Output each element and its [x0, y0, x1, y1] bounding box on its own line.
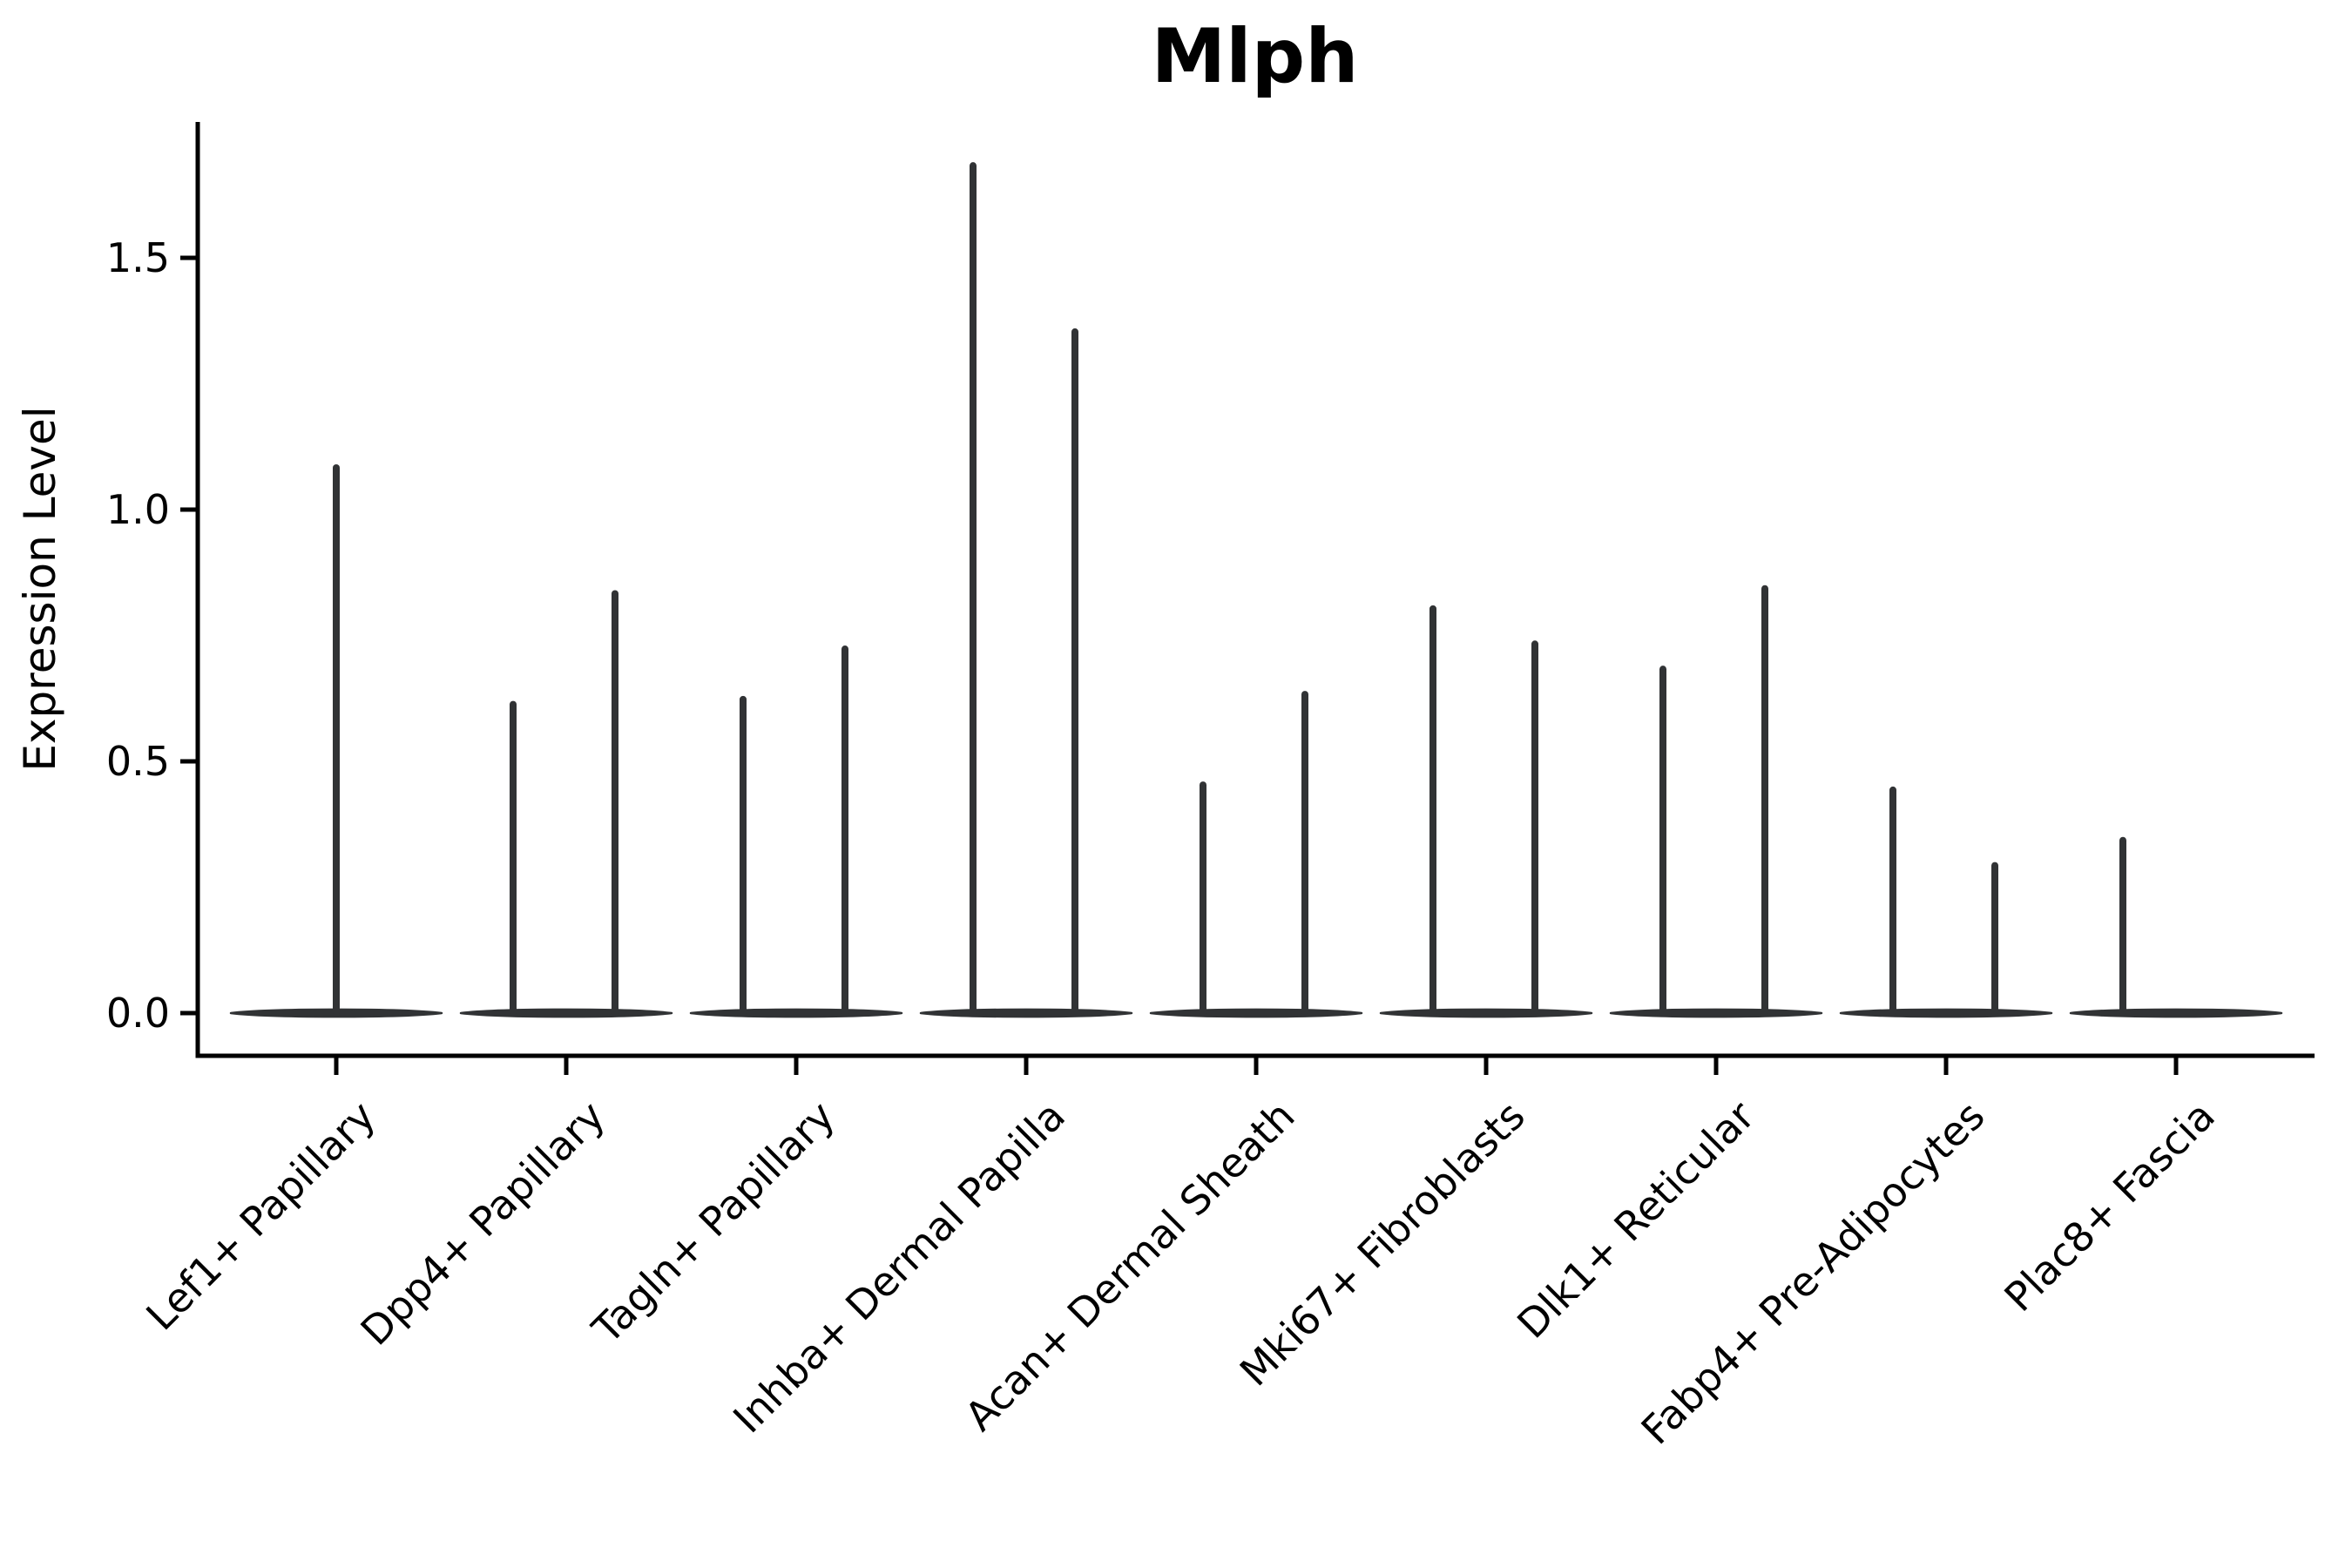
violin-baseline [1379, 1008, 1593, 1018]
violin-baseline [1839, 1008, 2053, 1018]
violin-baseline [1609, 1008, 1823, 1018]
violin-baseline [459, 1008, 673, 1018]
violin-baseline [2069, 1008, 2283, 1018]
violin-baseline [919, 1008, 1133, 1018]
violin-baseline [1149, 1008, 1363, 1018]
violin-baseline [689, 1008, 903, 1018]
